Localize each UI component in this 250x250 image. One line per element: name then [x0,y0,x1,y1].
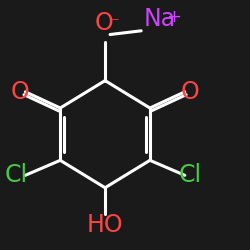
Text: Na: Na [144,7,176,31]
Text: Cl: Cl [5,163,28,187]
Text: Cl: Cl [178,163,201,187]
Text: O: O [94,10,113,34]
Text: +: + [166,8,181,26]
Text: O: O [180,80,199,104]
Text: O: O [11,80,30,104]
Text: HO: HO [87,213,124,237]
Text: ⁻: ⁻ [111,14,120,32]
